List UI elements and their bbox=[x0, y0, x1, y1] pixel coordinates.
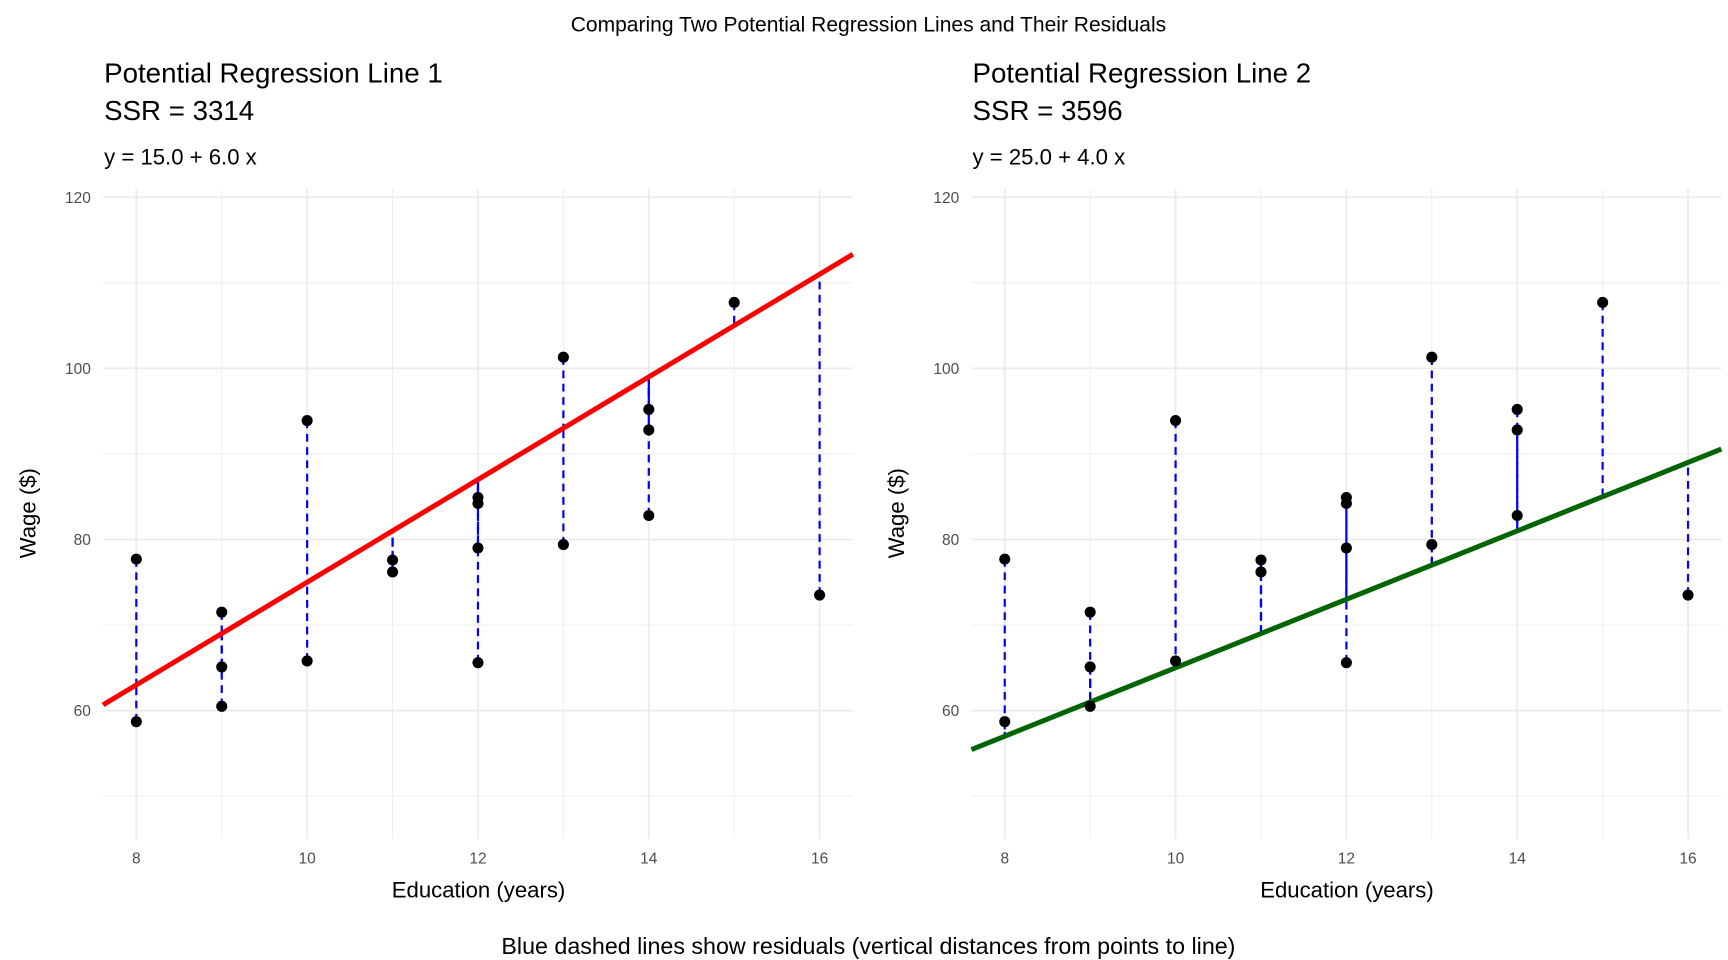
x-tick-label: 10 bbox=[1167, 850, 1185, 867]
chart-caption: Blue dashed lines show residuals (vertic… bbox=[501, 933, 1235, 959]
panel-1-equation: y = 15.0 + 6.0 x bbox=[104, 144, 257, 169]
x-tick-label: 16 bbox=[811, 850, 828, 867]
chart-title: Comparing Two Potential Regression Lines… bbox=[571, 13, 1166, 36]
regression-line bbox=[970, 446, 1723, 752]
y-tick-label: 120 bbox=[65, 190, 91, 207]
y-tick-label: 60 bbox=[74, 703, 92, 720]
y-tick-label: 80 bbox=[74, 532, 92, 549]
data-point bbox=[1340, 657, 1352, 669]
data-point bbox=[643, 403, 655, 415]
data-point bbox=[1682, 589, 1694, 601]
y-tick-label: 120 bbox=[933, 190, 959, 207]
data-point bbox=[1597, 296, 1609, 309]
data-point bbox=[1511, 403, 1523, 415]
regression-line bbox=[101, 252, 855, 708]
x-tick-label: 8 bbox=[1000, 850, 1009, 867]
x-tick-label: 10 bbox=[299, 850, 317, 867]
data-point bbox=[643, 509, 655, 522]
data-point bbox=[1426, 539, 1438, 551]
data-point bbox=[999, 553, 1011, 565]
data-point bbox=[1170, 414, 1182, 427]
data-point bbox=[472, 497, 484, 510]
y-tick-label: 100 bbox=[65, 361, 91, 378]
x-tick-label: 12 bbox=[469, 850, 486, 867]
panel-1-title: Potential Regression Line 1 bbox=[104, 57, 443, 88]
panel-1-xlabel: Education (years) bbox=[392, 878, 566, 903]
x-tick-label: 14 bbox=[640, 850, 658, 867]
data-point bbox=[130, 553, 142, 565]
data-point bbox=[472, 657, 484, 669]
y-tick-label: 100 bbox=[933, 361, 959, 378]
panel-line-1: Potential Regression Line 1 SSR = 3314 y… bbox=[15, 57, 855, 903]
panel-2-equation: y = 25.0 + 4.0 x bbox=[973, 144, 1126, 169]
data-point bbox=[1084, 661, 1096, 673]
data-point bbox=[472, 542, 484, 554]
x-tick-label: 12 bbox=[1338, 850, 1355, 867]
panel-line-2: Potential Regression Line 2 SSR = 3596 y… bbox=[884, 57, 1723, 903]
data-point bbox=[1426, 351, 1438, 363]
data-point bbox=[1340, 542, 1352, 554]
data-point bbox=[130, 716, 142, 728]
x-tick-label: 16 bbox=[1679, 850, 1696, 867]
data-point bbox=[557, 539, 569, 551]
data-point bbox=[557, 351, 569, 363]
data-point bbox=[387, 554, 399, 566]
panel-2-ylabel: Wage ($) bbox=[884, 468, 909, 558]
panel-1-ylabel: Wage ($) bbox=[15, 468, 40, 558]
data-point bbox=[216, 606, 228, 618]
data-point bbox=[1084, 606, 1096, 618]
data-point bbox=[301, 414, 313, 427]
data-point bbox=[216, 661, 228, 673]
data-point bbox=[1511, 509, 1523, 522]
y-tick-label: 60 bbox=[942, 703, 960, 720]
data-point bbox=[1084, 700, 1096, 712]
data-point bbox=[1511, 424, 1523, 436]
x-tick-label: 8 bbox=[132, 850, 141, 867]
y-tick-label: 80 bbox=[942, 532, 960, 549]
data-point bbox=[216, 700, 228, 712]
panel-1-ssr: SSR = 3314 bbox=[104, 95, 254, 126]
panel-2-xlabel: Education (years) bbox=[1260, 878, 1434, 903]
data-point bbox=[999, 716, 1011, 728]
data-point bbox=[387, 566, 399, 578]
data-point bbox=[1255, 554, 1267, 566]
panel-2-title: Potential Regression Line 2 bbox=[973, 57, 1312, 88]
data-point bbox=[301, 655, 313, 667]
data-point bbox=[1340, 497, 1352, 510]
data-point bbox=[1170, 655, 1182, 667]
data-point bbox=[643, 424, 655, 436]
data-point bbox=[814, 589, 826, 601]
x-tick-label: 14 bbox=[1509, 850, 1527, 867]
data-point bbox=[1255, 566, 1267, 578]
data-point bbox=[728, 296, 740, 309]
panel-2-ssr: SSR = 3596 bbox=[973, 95, 1123, 126]
